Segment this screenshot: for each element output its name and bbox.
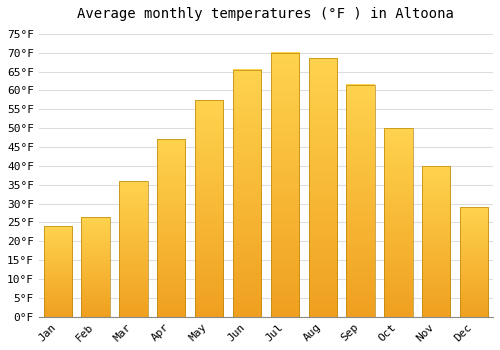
- Bar: [44, 226, 72, 317]
- Bar: [422, 166, 450, 317]
- Bar: [82, 217, 110, 317]
- Bar: [308, 58, 337, 317]
- Title: Average monthly temperatures (°F ) in Altoona: Average monthly temperatures (°F ) in Al…: [78, 7, 454, 21]
- Bar: [460, 208, 488, 317]
- Bar: [384, 128, 412, 317]
- Bar: [270, 53, 299, 317]
- Bar: [233, 70, 261, 317]
- Bar: [346, 85, 375, 317]
- Bar: [157, 139, 186, 317]
- Bar: [119, 181, 148, 317]
- Bar: [195, 100, 224, 317]
